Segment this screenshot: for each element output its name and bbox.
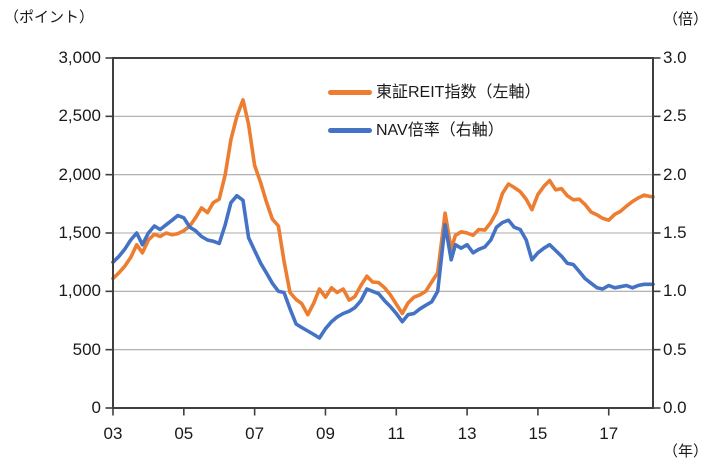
- legend-line-sample-reit: [328, 90, 372, 95]
- y-left-tick-label: 2,500: [58, 106, 101, 126]
- x-tick-label: 09: [315, 424, 335, 443]
- y-left-tick-label: 0: [91, 398, 101, 417]
- left-axis-unit-label: （ポイント）: [4, 9, 95, 26]
- y-left-tick-label: 3,000: [58, 48, 101, 67]
- y-right-tick-label: 0.0: [663, 398, 687, 417]
- y-right-tick-label: 2.5: [663, 106, 687, 126]
- y-right-tick-label: 2.0: [663, 164, 687, 184]
- x-tick-label: 07: [245, 424, 265, 443]
- y-left-tick-label: 500: [72, 339, 101, 359]
- y-right-tick-label: 1.0: [663, 281, 687, 301]
- y-left-tick-label: 1,000: [58, 281, 101, 301]
- x-tick-label: 05: [174, 424, 194, 443]
- x-tick-label: 17: [599, 424, 619, 443]
- y-right-tick-label: 3.0: [663, 48, 687, 67]
- x-tick-label: 15: [528, 424, 548, 443]
- legend-label-reit: 東証REIT指数（左軸）: [376, 84, 541, 101]
- x-tick-label: 03: [103, 424, 123, 443]
- series-line-nav: [111, 193, 655, 340]
- y-left-tick-label: 1,500: [58, 223, 101, 242]
- y-left-tick-label: 2,000: [58, 164, 101, 184]
- x-tick-label: 13: [457, 424, 477, 443]
- y-right-tick-label: 0.5: [663, 339, 687, 359]
- legend-label-nav: NAV倍率（右軸）: [376, 122, 504, 139]
- x-tick-label: 11: [387, 424, 406, 443]
- x-axis-unit-label: （年）: [663, 443, 709, 460]
- series-line-reit: [111, 98, 655, 317]
- right-axis-unit-label: （倍）: [663, 11, 709, 28]
- y-right-tick-label: 1.5: [663, 223, 687, 242]
- legend-line-sample-nav: [328, 128, 372, 133]
